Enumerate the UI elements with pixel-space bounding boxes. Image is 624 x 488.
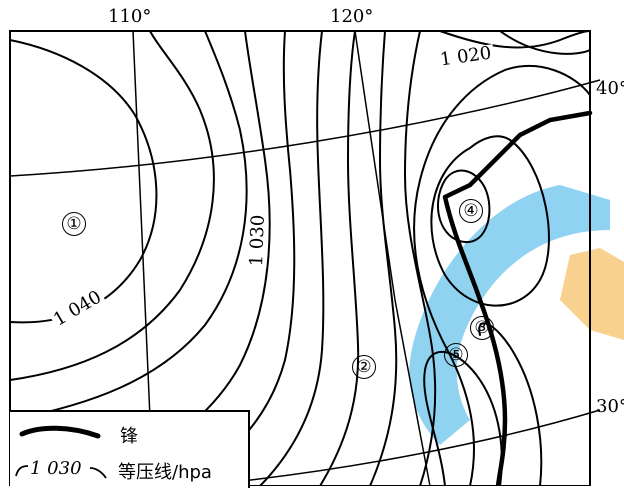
isobar-11 — [423, 350, 503, 486]
isobar-label-1030: 1 030 — [246, 212, 269, 269]
isobar-7 — [319, 30, 360, 486]
isobar-low-inner — [436, 169, 491, 244]
isobar-3 — [9, 30, 248, 421]
legend-front-symbol — [19, 425, 101, 439]
legend-isobar-label: 等压线/hpa — [118, 462, 212, 483]
isobar-12 — [478, 322, 543, 486]
latitude-label-30: 30° — [596, 396, 624, 417]
legend-symbols — [15, 425, 107, 479]
parallel-30 — [194, 409, 601, 486]
isobar-6 — [259, 30, 325, 486]
region-2: ② — [352, 355, 376, 379]
isobar-9 — [403, 30, 437, 486]
watermark-orange-chevron — [560, 248, 624, 340]
legend-isobar-right — [89, 467, 107, 479]
legend-front-label: 锋 — [120, 426, 138, 447]
region-3: ③ — [470, 316, 494, 340]
isobar-8 — [369, 30, 398, 486]
isobar-high-2 — [9, 30, 215, 381]
meridian-120 — [354, 30, 431, 486]
region-4: ④ — [459, 199, 483, 223]
isobar-1020 — [413, 65, 591, 486]
map-frame — [9, 30, 591, 486]
region-1: ① — [62, 212, 86, 236]
legend-isobar-sample: 1 030 — [30, 458, 82, 479]
legend-isobar-left — [15, 465, 29, 477]
isobar-low-outer — [430, 135, 550, 307]
longitude-label-120: 120° — [330, 6, 374, 27]
isobar-high-inner — [9, 39, 158, 324]
isobar-14 — [499, 30, 591, 55]
region-5: ⑤ — [444, 343, 468, 367]
isobar-13 — [439, 30, 591, 49]
front-line — [442, 110, 593, 486]
latitude-label-40: 40° — [596, 78, 624, 99]
parallel-40 — [9, 79, 601, 177]
legend: 锋 1 030 等压线/hpa — [10, 410, 250, 488]
longitude-label-110: 110° — [108, 6, 152, 27]
